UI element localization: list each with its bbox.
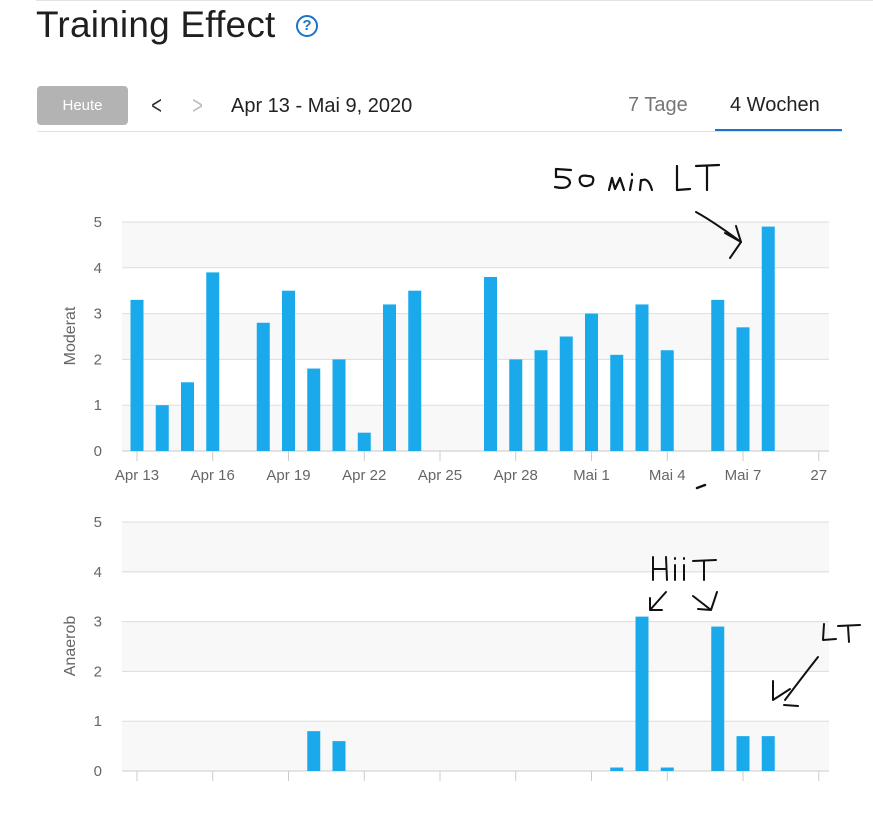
chart1-bar (635, 304, 649, 451)
chart1-x-tick-label: Mai 1 (573, 467, 610, 484)
chart2-y-axis-label: Anaerob (62, 616, 79, 677)
chart1-bar (585, 313, 598, 451)
chart2-y-tick-label: 4 (94, 564, 102, 581)
chart2-y-tick-label: 1 (94, 713, 102, 730)
chart1-y-tick-label: 4 (94, 260, 102, 277)
chart1-x-tick-label: Apr 22 (342, 467, 386, 484)
chart2-band (122, 622, 829, 672)
chart1-band (122, 222, 829, 268)
annotation-hiit (652, 556, 717, 581)
chevron-right-icon[interactable]: > (192, 90, 203, 120)
chart1-bar (736, 327, 750, 451)
chart2-bar (610, 767, 624, 771)
chart1-y-tick-label: 3 (94, 306, 102, 323)
chart1-bar (357, 432, 371, 451)
chart1-bar (711, 299, 725, 451)
chart2-bar (307, 731, 321, 771)
chart1-bar (155, 405, 169, 451)
chart1-bar (383, 304, 396, 451)
chart2-y-tick-label: 0 (94, 763, 102, 780)
annotation-50min-lt (553, 163, 721, 192)
chart1-bar (332, 359, 346, 451)
chart2-band (122, 721, 829, 771)
chart2-y-tick-label: 3 (94, 614, 102, 631)
tab-7-days[interactable]: 7 Tage (628, 94, 688, 116)
annotation-hiit-arrows (649, 591, 718, 611)
chart1-bar (484, 276, 497, 451)
today-button[interactable]: Heute (37, 86, 128, 125)
chart2-bar (635, 616, 649, 771)
chart2-bar (736, 736, 750, 771)
top-divider (36, 0, 873, 1)
chart1-bar (282, 290, 295, 451)
tab-4-weeks[interactable]: 4 Wochen (730, 94, 820, 116)
chart1-bar (181, 382, 194, 451)
chart1-bar (610, 354, 624, 451)
chart1-x-tick-label: 27 (810, 467, 827, 484)
chart1-bar (256, 322, 270, 451)
chart2-y-tick-label: 2 (94, 663, 102, 680)
chart2-band (122, 522, 829, 573)
chart1-y-axis-label: Moderat (62, 306, 79, 365)
active-tab-indicator (715, 129, 842, 132)
chart1-band (122, 406, 829, 452)
annotation-lt (772, 623, 861, 707)
chart2-y-tick-label: 5 (94, 514, 102, 531)
chart1-x-tick-label: Apr 25 (418, 467, 462, 484)
chart1-y-tick-label: 1 (94, 397, 102, 414)
chart1-y-tick-label: 0 (94, 443, 102, 460)
chevron-left-icon[interactable]: < (151, 90, 162, 120)
chart1-bar (509, 359, 523, 451)
chart1-x-tick-label: Apr 28 (494, 467, 538, 484)
chart1-x-tick-label: Apr 13 (115, 467, 159, 484)
chart2-bar (332, 741, 346, 771)
annotation-mark (695, 483, 707, 490)
chart1-x-tick-label: Mai 4 (649, 467, 686, 484)
chart1-bar (130, 299, 144, 451)
chart1-bar (307, 368, 321, 451)
chart1-bar (206, 272, 220, 451)
chart1-bar (660, 350, 674, 451)
chart1-bar (761, 226, 775, 451)
chart1-bar (534, 350, 548, 451)
page-title: Training Effect (36, 4, 276, 45)
chart2-bar (660, 767, 674, 771)
chart1-y-tick-label: 2 (94, 351, 102, 368)
chart1-x-tick-label: Apr 19 (266, 467, 310, 484)
chart1-x-tick-label: Mai 7 (725, 467, 762, 484)
tab-divider (37, 131, 842, 132)
chart1-y-tick-label: 5 (94, 214, 102, 231)
help-icon[interactable]: ? (296, 15, 318, 37)
chart1-bar (408, 290, 422, 451)
chart1-band (122, 314, 829, 360)
chart1-x-tick-label: Apr 16 (191, 467, 235, 484)
date-range-label: Apr 13 - Mai 9, 2020 (231, 95, 413, 117)
chart2-bar (761, 736, 775, 771)
chart2-bar (711, 626, 725, 771)
annotation-arrow-50min (695, 211, 742, 259)
chart1-bar (559, 336, 573, 451)
